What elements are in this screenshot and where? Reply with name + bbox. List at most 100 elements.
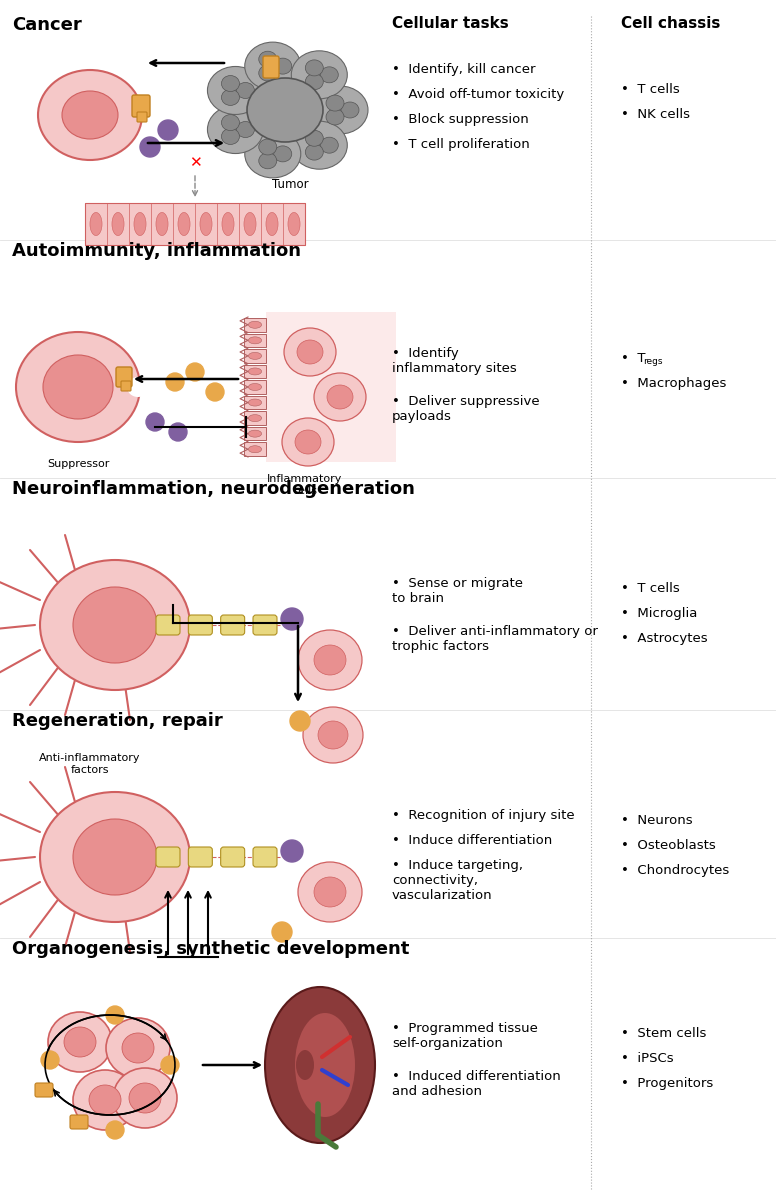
Ellipse shape — [200, 212, 212, 235]
FancyBboxPatch shape — [137, 112, 147, 122]
Ellipse shape — [38, 70, 142, 160]
Circle shape — [81, 372, 91, 382]
FancyBboxPatch shape — [156, 847, 180, 866]
Text: Tumor: Tumor — [272, 178, 308, 191]
Text: Cell chassis: Cell chassis — [621, 16, 720, 31]
Ellipse shape — [221, 114, 240, 131]
Ellipse shape — [291, 121, 348, 169]
Text: •  Astrocytes: • Astrocytes — [621, 632, 708, 646]
Ellipse shape — [73, 1070, 137, 1130]
FancyBboxPatch shape — [156, 614, 180, 635]
FancyBboxPatch shape — [220, 614, 244, 635]
Circle shape — [123, 865, 135, 877]
FancyBboxPatch shape — [85, 203, 305, 245]
Text: •  Sense or migrate
to brain: • Sense or migrate to brain — [392, 577, 523, 605]
Ellipse shape — [237, 121, 255, 138]
Ellipse shape — [90, 212, 102, 235]
Circle shape — [140, 137, 160, 157]
Text: •  Block suppression: • Block suppression — [392, 113, 528, 126]
Text: •  NK cells: • NK cells — [621, 108, 690, 121]
Circle shape — [63, 390, 73, 400]
Text: •  Identify, kill cancer: • Identify, kill cancer — [392, 62, 535, 76]
Text: •  Induce targeting,
connectivity,
vascularization: • Induce targeting, connectivity, vascul… — [392, 859, 523, 902]
Ellipse shape — [248, 445, 262, 452]
Circle shape — [93, 118, 103, 128]
Ellipse shape — [303, 707, 363, 763]
Ellipse shape — [16, 332, 140, 442]
Ellipse shape — [244, 130, 301, 178]
FancyBboxPatch shape — [121, 382, 131, 391]
Ellipse shape — [297, 340, 323, 364]
Text: •  Progenitors: • Progenitors — [621, 1078, 713, 1090]
Circle shape — [119, 839, 131, 851]
Ellipse shape — [265, 986, 375, 1142]
FancyBboxPatch shape — [189, 847, 213, 866]
Text: Suppressor: Suppressor — [47, 458, 109, 469]
Circle shape — [97, 629, 109, 641]
FancyBboxPatch shape — [244, 412, 266, 425]
Circle shape — [114, 869, 126, 881]
Ellipse shape — [305, 60, 324, 76]
Text: •  Deliver suppressive
payloads: • Deliver suppressive payloads — [392, 395, 539, 422]
Text: •  T cell proliferation: • T cell proliferation — [392, 138, 530, 151]
Ellipse shape — [248, 322, 262, 329]
Circle shape — [186, 362, 204, 382]
FancyBboxPatch shape — [244, 318, 266, 331]
Circle shape — [146, 413, 164, 431]
Circle shape — [90, 102, 100, 112]
FancyBboxPatch shape — [263, 56, 279, 78]
Circle shape — [85, 394, 95, 404]
Circle shape — [41, 1051, 59, 1069]
FancyBboxPatch shape — [253, 847, 277, 866]
Ellipse shape — [40, 792, 190, 922]
Circle shape — [272, 922, 292, 942]
Ellipse shape — [320, 137, 338, 154]
Text: Neuroinflammation, neurodegeneration: Neuroinflammation, neurodegeneration — [12, 480, 415, 498]
Text: •  T cells: • T cells — [621, 582, 680, 595]
Ellipse shape — [247, 78, 323, 142]
Ellipse shape — [341, 102, 359, 118]
Circle shape — [281, 608, 303, 630]
Ellipse shape — [295, 1013, 355, 1117]
Ellipse shape — [248, 430, 262, 437]
Ellipse shape — [274, 146, 292, 162]
Circle shape — [106, 1006, 124, 1024]
Ellipse shape — [326, 95, 344, 112]
FancyBboxPatch shape — [132, 95, 150, 116]
Ellipse shape — [89, 1085, 121, 1115]
FancyBboxPatch shape — [244, 380, 266, 394]
Ellipse shape — [258, 152, 277, 169]
Ellipse shape — [298, 630, 362, 690]
Ellipse shape — [64, 1027, 96, 1057]
Circle shape — [290, 710, 310, 731]
Ellipse shape — [122, 1033, 154, 1063]
Ellipse shape — [156, 212, 168, 235]
Ellipse shape — [221, 76, 240, 91]
Ellipse shape — [248, 415, 262, 421]
Circle shape — [93, 608, 105, 622]
Ellipse shape — [178, 212, 190, 235]
FancyBboxPatch shape — [244, 365, 266, 378]
Text: •  Osteoblasts: • Osteoblasts — [621, 839, 715, 852]
Circle shape — [169, 422, 187, 440]
Ellipse shape — [326, 109, 344, 125]
Ellipse shape — [305, 73, 324, 90]
Text: regs: regs — [643, 358, 662, 366]
Circle shape — [119, 607, 131, 619]
Text: •  Induced differentiation
and adhesion: • Induced differentiation and adhesion — [392, 1070, 560, 1098]
Ellipse shape — [73, 587, 157, 662]
Ellipse shape — [320, 67, 338, 83]
Ellipse shape — [314, 646, 346, 674]
FancyBboxPatch shape — [244, 443, 266, 456]
Ellipse shape — [248, 400, 262, 406]
Circle shape — [158, 120, 178, 140]
FancyBboxPatch shape — [244, 396, 266, 409]
Ellipse shape — [258, 139, 277, 155]
Text: •  Induce differentiation: • Induce differentiation — [392, 834, 553, 847]
Circle shape — [114, 637, 126, 649]
Circle shape — [97, 862, 109, 874]
Text: •  Neurons: • Neurons — [621, 814, 692, 827]
Text: •  Programmed tissue
self-organization: • Programmed tissue self-organization — [392, 1022, 538, 1050]
Text: •  Avoid off-tumor toxicity: • Avoid off-tumor toxicity — [392, 88, 564, 101]
Ellipse shape — [274, 58, 292, 74]
